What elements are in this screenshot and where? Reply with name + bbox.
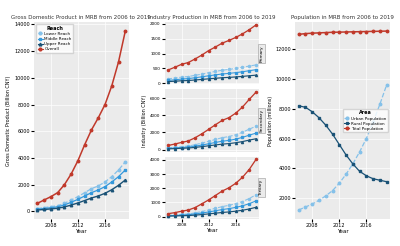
Text: Tertiary: Tertiary <box>259 180 263 196</box>
Y-axis label: Gross Domestic Product (Billion CNY): Gross Domestic Product (Billion CNY) <box>6 75 12 166</box>
Text: Secondary: Secondary <box>259 109 263 132</box>
Y-axis label: Industry (Billion CNY): Industry (Billion CNY) <box>142 94 147 147</box>
Legend: Urban Population, Rural Population, Total Population: Urban Population, Rural Population, Tota… <box>342 109 388 132</box>
X-axis label: Year: Year <box>76 230 87 234</box>
Y-axis label: Population (millions): Population (millions) <box>268 95 273 146</box>
Legend: Lower Reach, Middle Reach, Upper Reach, Overall: Lower Reach, Middle Reach, Upper Reach, … <box>36 24 74 53</box>
Title: Population in MRB from 2006 to 2019: Population in MRB from 2006 to 2019 <box>291 15 394 20</box>
Title: Industry Production in MRB from 2006 to 2019: Industry Production in MRB from 2006 to … <box>148 15 276 20</box>
Text: Primary: Primary <box>259 45 263 62</box>
X-axis label: Year: Year <box>337 230 348 234</box>
X-axis label: Year: Year <box>206 229 218 233</box>
Title: Gross Domestic Product in MRB from 2006 to 2019: Gross Domestic Product in MRB from 2006 … <box>12 15 151 20</box>
